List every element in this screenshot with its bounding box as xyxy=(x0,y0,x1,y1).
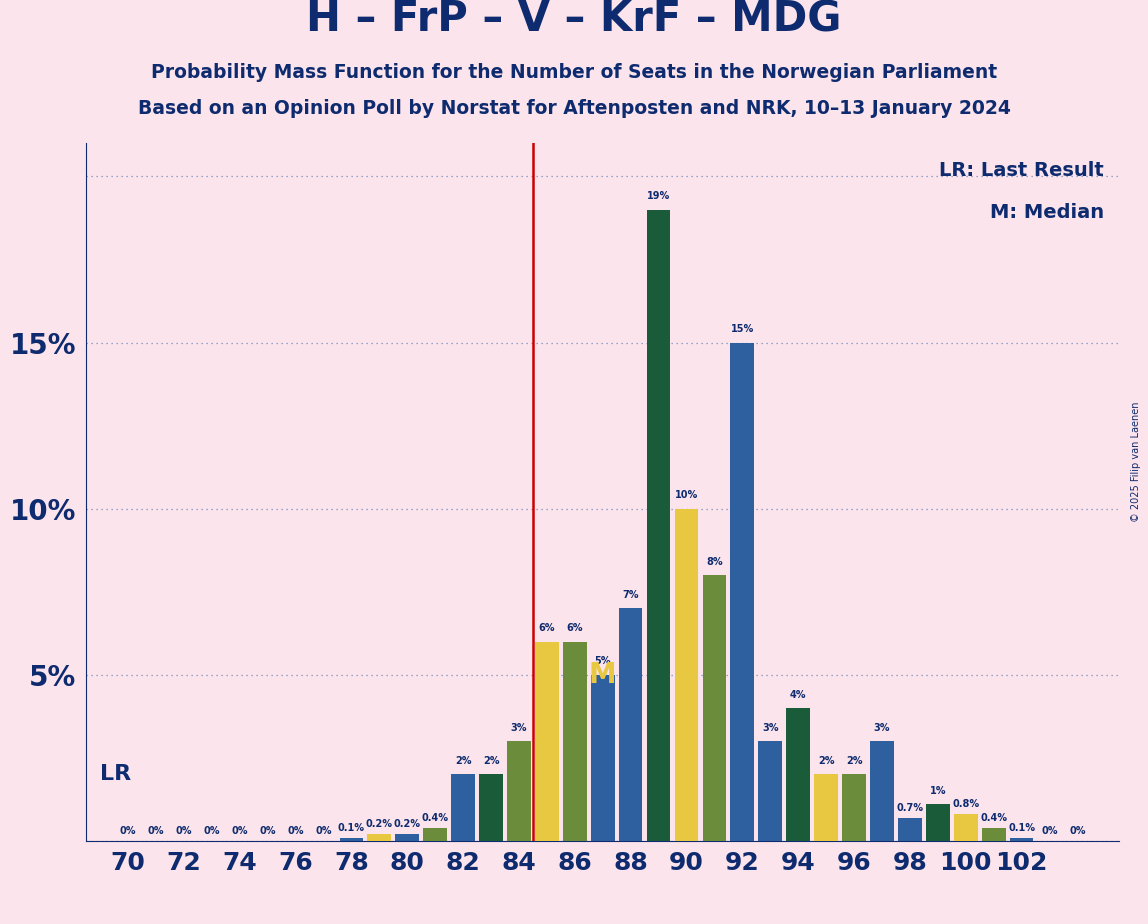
Text: 0%: 0% xyxy=(203,826,220,836)
Text: M: Median: M: Median xyxy=(990,202,1103,222)
Text: 19%: 19% xyxy=(647,191,670,201)
Text: 0%: 0% xyxy=(232,826,248,836)
Bar xyxy=(786,708,810,841)
Bar xyxy=(1010,837,1033,841)
Text: 10%: 10% xyxy=(675,491,698,500)
Bar xyxy=(340,837,363,841)
Text: 0%: 0% xyxy=(316,826,332,836)
Text: 1%: 1% xyxy=(930,786,946,796)
Bar xyxy=(367,834,391,841)
Bar xyxy=(675,508,698,841)
Text: 8%: 8% xyxy=(706,557,723,566)
Bar xyxy=(814,774,838,841)
Bar xyxy=(646,210,670,841)
Bar xyxy=(563,641,587,841)
Bar xyxy=(451,774,475,841)
Bar xyxy=(730,343,754,841)
Bar xyxy=(982,828,1006,841)
Text: 0.7%: 0.7% xyxy=(897,803,923,812)
Bar xyxy=(619,608,643,841)
Text: 0.2%: 0.2% xyxy=(366,820,393,829)
Text: 2%: 2% xyxy=(817,756,835,766)
Text: 0.2%: 0.2% xyxy=(394,820,420,829)
Text: 0%: 0% xyxy=(1041,826,1057,836)
Text: 0%: 0% xyxy=(176,826,192,836)
Text: 7%: 7% xyxy=(622,590,639,600)
Text: 0%: 0% xyxy=(287,826,304,836)
Bar xyxy=(926,804,949,841)
Bar xyxy=(424,828,447,841)
Bar xyxy=(507,741,530,841)
Text: 2%: 2% xyxy=(483,756,499,766)
Text: 0.8%: 0.8% xyxy=(952,799,979,809)
Text: LR: Last Result: LR: Last Result xyxy=(939,161,1103,179)
Text: 0.1%: 0.1% xyxy=(338,822,365,833)
Bar xyxy=(954,814,978,841)
Text: © 2025 Filip van Laenen: © 2025 Filip van Laenen xyxy=(1131,402,1141,522)
Text: 0.4%: 0.4% xyxy=(980,812,1007,822)
Bar xyxy=(759,741,782,841)
Bar xyxy=(898,818,922,841)
Bar xyxy=(703,575,727,841)
Text: 4%: 4% xyxy=(790,689,806,699)
Text: LR: LR xyxy=(100,764,131,784)
Text: M: M xyxy=(589,661,616,688)
Text: 5%: 5% xyxy=(595,656,611,666)
Bar xyxy=(479,774,503,841)
Text: 0%: 0% xyxy=(119,826,137,836)
Text: Based on an Opinion Poll by Norstat for Aftenposten and NRK, 10–13 January 2024: Based on an Opinion Poll by Norstat for … xyxy=(138,99,1010,117)
Text: Probability Mass Function for the Number of Seats in the Norwegian Parliament: Probability Mass Function for the Number… xyxy=(150,63,998,81)
Bar xyxy=(591,675,614,841)
Bar xyxy=(870,741,894,841)
Bar xyxy=(535,641,559,841)
Text: 3%: 3% xyxy=(874,723,890,733)
Text: 2%: 2% xyxy=(846,756,862,766)
Text: 0%: 0% xyxy=(148,826,164,836)
Text: 0.4%: 0.4% xyxy=(421,812,449,822)
Text: 2%: 2% xyxy=(455,756,472,766)
Text: 0%: 0% xyxy=(259,826,276,836)
Text: 3%: 3% xyxy=(762,723,778,733)
Text: 0.1%: 0.1% xyxy=(1008,822,1035,833)
Text: 3%: 3% xyxy=(511,723,527,733)
Text: 6%: 6% xyxy=(566,623,583,633)
Text: H – FrP – V – KrF – MDG: H – FrP – V – KrF – MDG xyxy=(307,0,841,41)
Text: 6%: 6% xyxy=(538,623,556,633)
Text: 0%: 0% xyxy=(1069,826,1086,836)
Bar xyxy=(395,834,419,841)
Bar xyxy=(843,774,866,841)
Text: 15%: 15% xyxy=(730,324,754,334)
